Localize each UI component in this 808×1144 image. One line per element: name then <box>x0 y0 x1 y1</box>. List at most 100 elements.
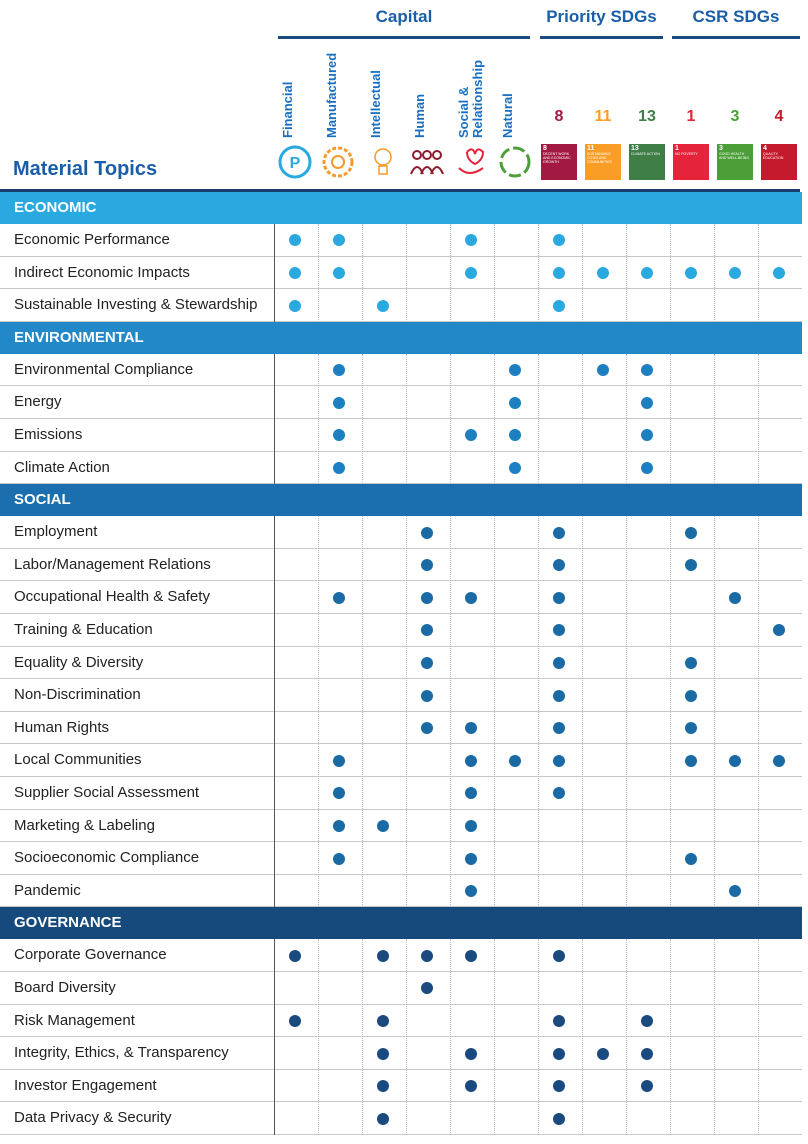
column-line <box>670 353 671 485</box>
row-line <box>0 906 802 908</box>
column-line <box>494 224 495 322</box>
dot <box>333 234 345 247</box>
row-line <box>0 808 802 810</box>
dot <box>553 624 565 637</box>
sdg-icon-number: 1 <box>675 145 679 152</box>
column-line <box>582 353 583 485</box>
sdg-icon-caption: CLIMATE ACTION <box>631 152 660 156</box>
row-line <box>0 580 802 582</box>
dot <box>377 949 389 962</box>
row-line <box>0 320 802 322</box>
column-line <box>450 516 451 908</box>
row-line <box>0 1036 802 1038</box>
column-line <box>670 516 671 908</box>
row-line <box>0 450 802 452</box>
section-header: ENVIRONMENTAL <box>0 321 802 354</box>
dot <box>773 624 785 637</box>
topic-label: Climate Action <box>14 458 110 476</box>
dot <box>333 364 345 377</box>
topic-label: Economic Performance <box>14 231 170 248</box>
dot <box>421 656 433 669</box>
sdg-number: 13 <box>638 108 656 125</box>
row-line <box>0 873 802 875</box>
dot <box>553 1047 565 1060</box>
topic-label: Labor/Management Relations <box>14 555 211 573</box>
dot <box>421 982 433 995</box>
column-line <box>362 939 363 1135</box>
dot <box>465 787 477 800</box>
dot <box>685 722 697 735</box>
topic-label: Indirect Economic Impacts <box>14 263 190 281</box>
row-line <box>0 841 802 843</box>
sdg-icon: 8 DECENT WORK AND ECONOMIC GROWTH <box>541 144 577 180</box>
dot <box>289 299 301 312</box>
dot <box>421 722 433 735</box>
column-line <box>714 939 715 1135</box>
column-line <box>362 224 363 322</box>
column-line <box>758 516 759 908</box>
dot <box>333 852 345 865</box>
row-line <box>0 645 802 647</box>
dot <box>553 722 565 735</box>
sdg-icon: 4 QUALITY EDUCATION <box>761 144 797 180</box>
dot <box>333 429 345 442</box>
sdg-icon-number: 13 <box>631 145 639 152</box>
topic-label: Investor Engagement <box>14 1076 157 1094</box>
dot <box>641 1080 653 1093</box>
row-line <box>0 710 802 712</box>
dot <box>421 689 433 702</box>
dot <box>421 624 433 637</box>
topic-label: Equality & Diversity <box>14 653 144 671</box>
dot <box>421 949 433 962</box>
row-line <box>0 255 802 257</box>
column-line <box>318 516 319 908</box>
dot <box>553 949 565 962</box>
dot <box>465 266 477 279</box>
dot <box>641 364 653 377</box>
dot <box>465 429 477 442</box>
dot <box>289 949 301 962</box>
dot <box>685 754 697 767</box>
column-line <box>758 939 759 1135</box>
dot <box>421 526 433 539</box>
dot <box>465 885 477 898</box>
dot <box>465 754 477 767</box>
dot <box>773 754 785 767</box>
topic-label: Corporate Governance <box>14 946 167 964</box>
sdg-icon-number: 8 <box>543 145 547 152</box>
dot <box>729 885 741 898</box>
column-line <box>582 939 583 1135</box>
sdg-number: 11 <box>594 108 612 125</box>
topic-label: Non-Discrimination <box>14 686 141 704</box>
topic-label: Employment <box>14 523 98 541</box>
dot <box>465 722 477 735</box>
dot <box>377 819 389 832</box>
row-line <box>0 288 802 290</box>
topic-label: Socioeconomic Compliance <box>14 849 200 867</box>
sdg-number: 4 <box>774 108 784 125</box>
column-line <box>714 353 715 485</box>
column-line <box>362 353 363 485</box>
dot <box>773 266 785 279</box>
topic-label: Risk Management <box>14 1011 135 1029</box>
dot <box>641 429 653 442</box>
sdg-icon: 13 CLIMATE ACTION <box>629 144 665 180</box>
dot <box>553 266 565 279</box>
row-line <box>0 385 802 387</box>
row-line <box>0 743 802 745</box>
dot <box>553 656 565 669</box>
topic-label: Sustainable Investing & Stewardship <box>14 296 258 314</box>
sdg-icon-caption: NO POVERTY <box>675 152 698 156</box>
capital-label: Social & Relationship <box>456 59 485 138</box>
dot <box>509 461 521 474</box>
column-line <box>406 516 407 908</box>
sdg-icon-caption: SUSTAINABLE CITIES AND COMMUNITIES <box>587 152 612 164</box>
dot <box>553 787 565 800</box>
dot <box>553 689 565 702</box>
dot <box>685 559 697 572</box>
label-border <box>274 939 275 1135</box>
capital-label: Natural <box>500 93 515 138</box>
column-line <box>406 353 407 485</box>
topic-label: Integrity, Ethics, & Transparency <box>14 1044 229 1062</box>
row-line <box>0 776 802 777</box>
